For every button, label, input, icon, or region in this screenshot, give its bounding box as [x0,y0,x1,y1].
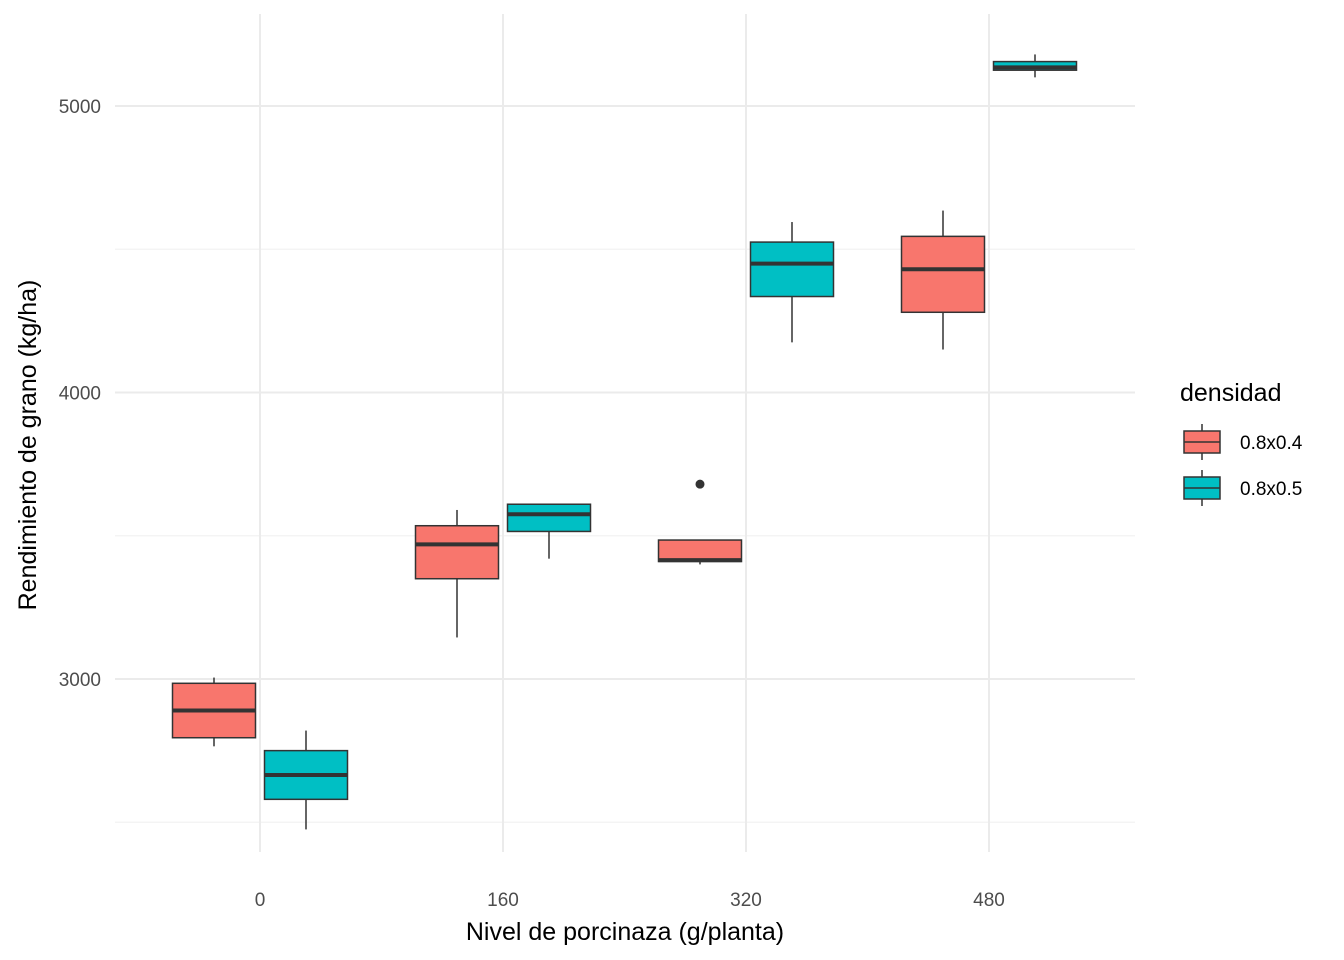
box-0.8x0.4-160 [414,509,500,638]
box-iqr [749,241,835,298]
box-0.8x0.5-0 [263,730,349,830]
box-0.8x0.4-480 [900,210,986,350]
box-0.8x0.5-320 [749,222,835,343]
legend: densidad 0.8x0.4 0.8x0.5 [1180,379,1303,506]
outlier-point [695,479,705,489]
box-iqr [414,524,500,580]
x-tick-label: 160 [487,890,519,911]
x-tick-label: 480 [973,890,1005,911]
y-tick-label: 3000 [59,670,101,691]
legend-label: 0.8x0.4 [1240,433,1303,454]
box-iqr [506,503,592,533]
y-tick-label: 4000 [59,384,101,405]
x-axis-title: Nivel de porcinaza (g/planta) [466,918,784,946]
y-tick-labels: 3000 4000 5000 [59,97,101,691]
box-0.8x0.5-480 [992,54,1078,78]
legend-label: 0.8x0.5 [1240,479,1302,500]
box-iqr [900,235,986,314]
y-tick-label: 5000 [59,97,101,118]
legend-item: 0.8x0.5 [1183,470,1302,506]
box-0.8x0.5-160 [506,503,592,559]
x-tick-labels: 0 160 320 480 [255,890,1005,911]
legend-items: 0.8x0.4 0.8x0.5 [1183,424,1303,506]
legend-item: 0.8x0.4 [1183,424,1303,460]
boxes [171,54,1078,830]
box-0.8x0.4-320 [657,479,743,565]
x-tick-label: 0 [255,890,266,911]
legend-title: densidad [1180,379,1281,407]
y-axis-title: Rendimiento de grano (kg/ha) [14,280,42,611]
grid [115,14,1135,852]
x-tick-label: 320 [730,890,762,911]
box-0.8x0.4-0 [171,677,257,747]
